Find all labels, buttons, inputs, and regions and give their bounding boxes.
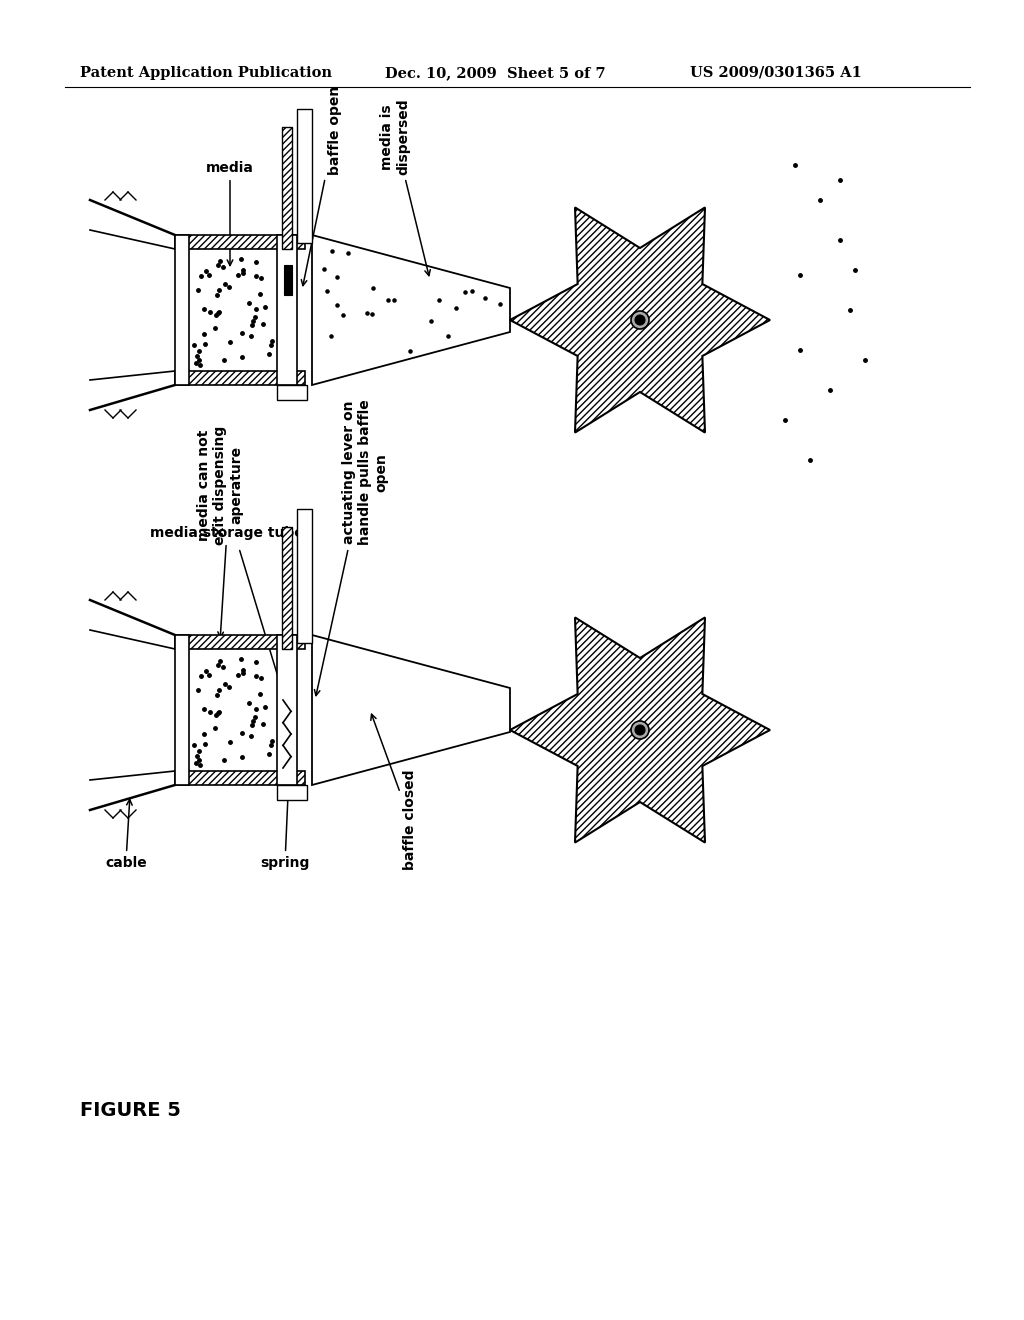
Bar	[175, 235, 189, 385]
Text: Patent Application Publication: Patent Application Publication	[80, 66, 332, 81]
Bar	[278, 785, 307, 800]
Bar	[282, 127, 292, 249]
Text: media can not
exit dispensing
aperature: media can not exit dispensing aperature	[197, 426, 285, 696]
Bar	[175, 771, 305, 785]
Bar	[175, 635, 189, 785]
Polygon shape	[312, 635, 510, 785]
Text: baffle closed: baffle closed	[371, 714, 417, 870]
Bar	[284, 265, 292, 294]
Bar	[175, 635, 305, 649]
Text: media: media	[206, 161, 254, 265]
Circle shape	[631, 721, 649, 739]
Text: US 2009/0301365 A1: US 2009/0301365 A1	[690, 66, 862, 81]
Bar	[175, 235, 305, 249]
Text: spring: spring	[260, 755, 309, 870]
Text: media storage tube: media storage tube	[150, 525, 304, 638]
Text: cable: cable	[105, 800, 146, 870]
Text: baffle open: baffle open	[301, 86, 342, 285]
Bar	[278, 235, 297, 385]
Bar	[278, 635, 297, 785]
Circle shape	[631, 312, 649, 329]
Bar	[282, 527, 292, 649]
Polygon shape	[510, 618, 770, 842]
Bar	[297, 510, 312, 643]
Text: media is
dispersed: media is dispersed	[380, 99, 430, 276]
Bar	[278, 385, 307, 400]
Bar	[297, 110, 312, 243]
Text: FIGURE 5: FIGURE 5	[80, 1101, 181, 1119]
Text: Dec. 10, 2009  Sheet 5 of 7: Dec. 10, 2009 Sheet 5 of 7	[385, 66, 605, 81]
Circle shape	[635, 315, 645, 325]
Bar	[175, 371, 305, 385]
Text: actuating lever on
handle pulls baffle
open: actuating lever on handle pulls baffle o…	[314, 399, 388, 696]
Circle shape	[635, 725, 645, 735]
Polygon shape	[312, 235, 510, 385]
Polygon shape	[510, 207, 770, 433]
